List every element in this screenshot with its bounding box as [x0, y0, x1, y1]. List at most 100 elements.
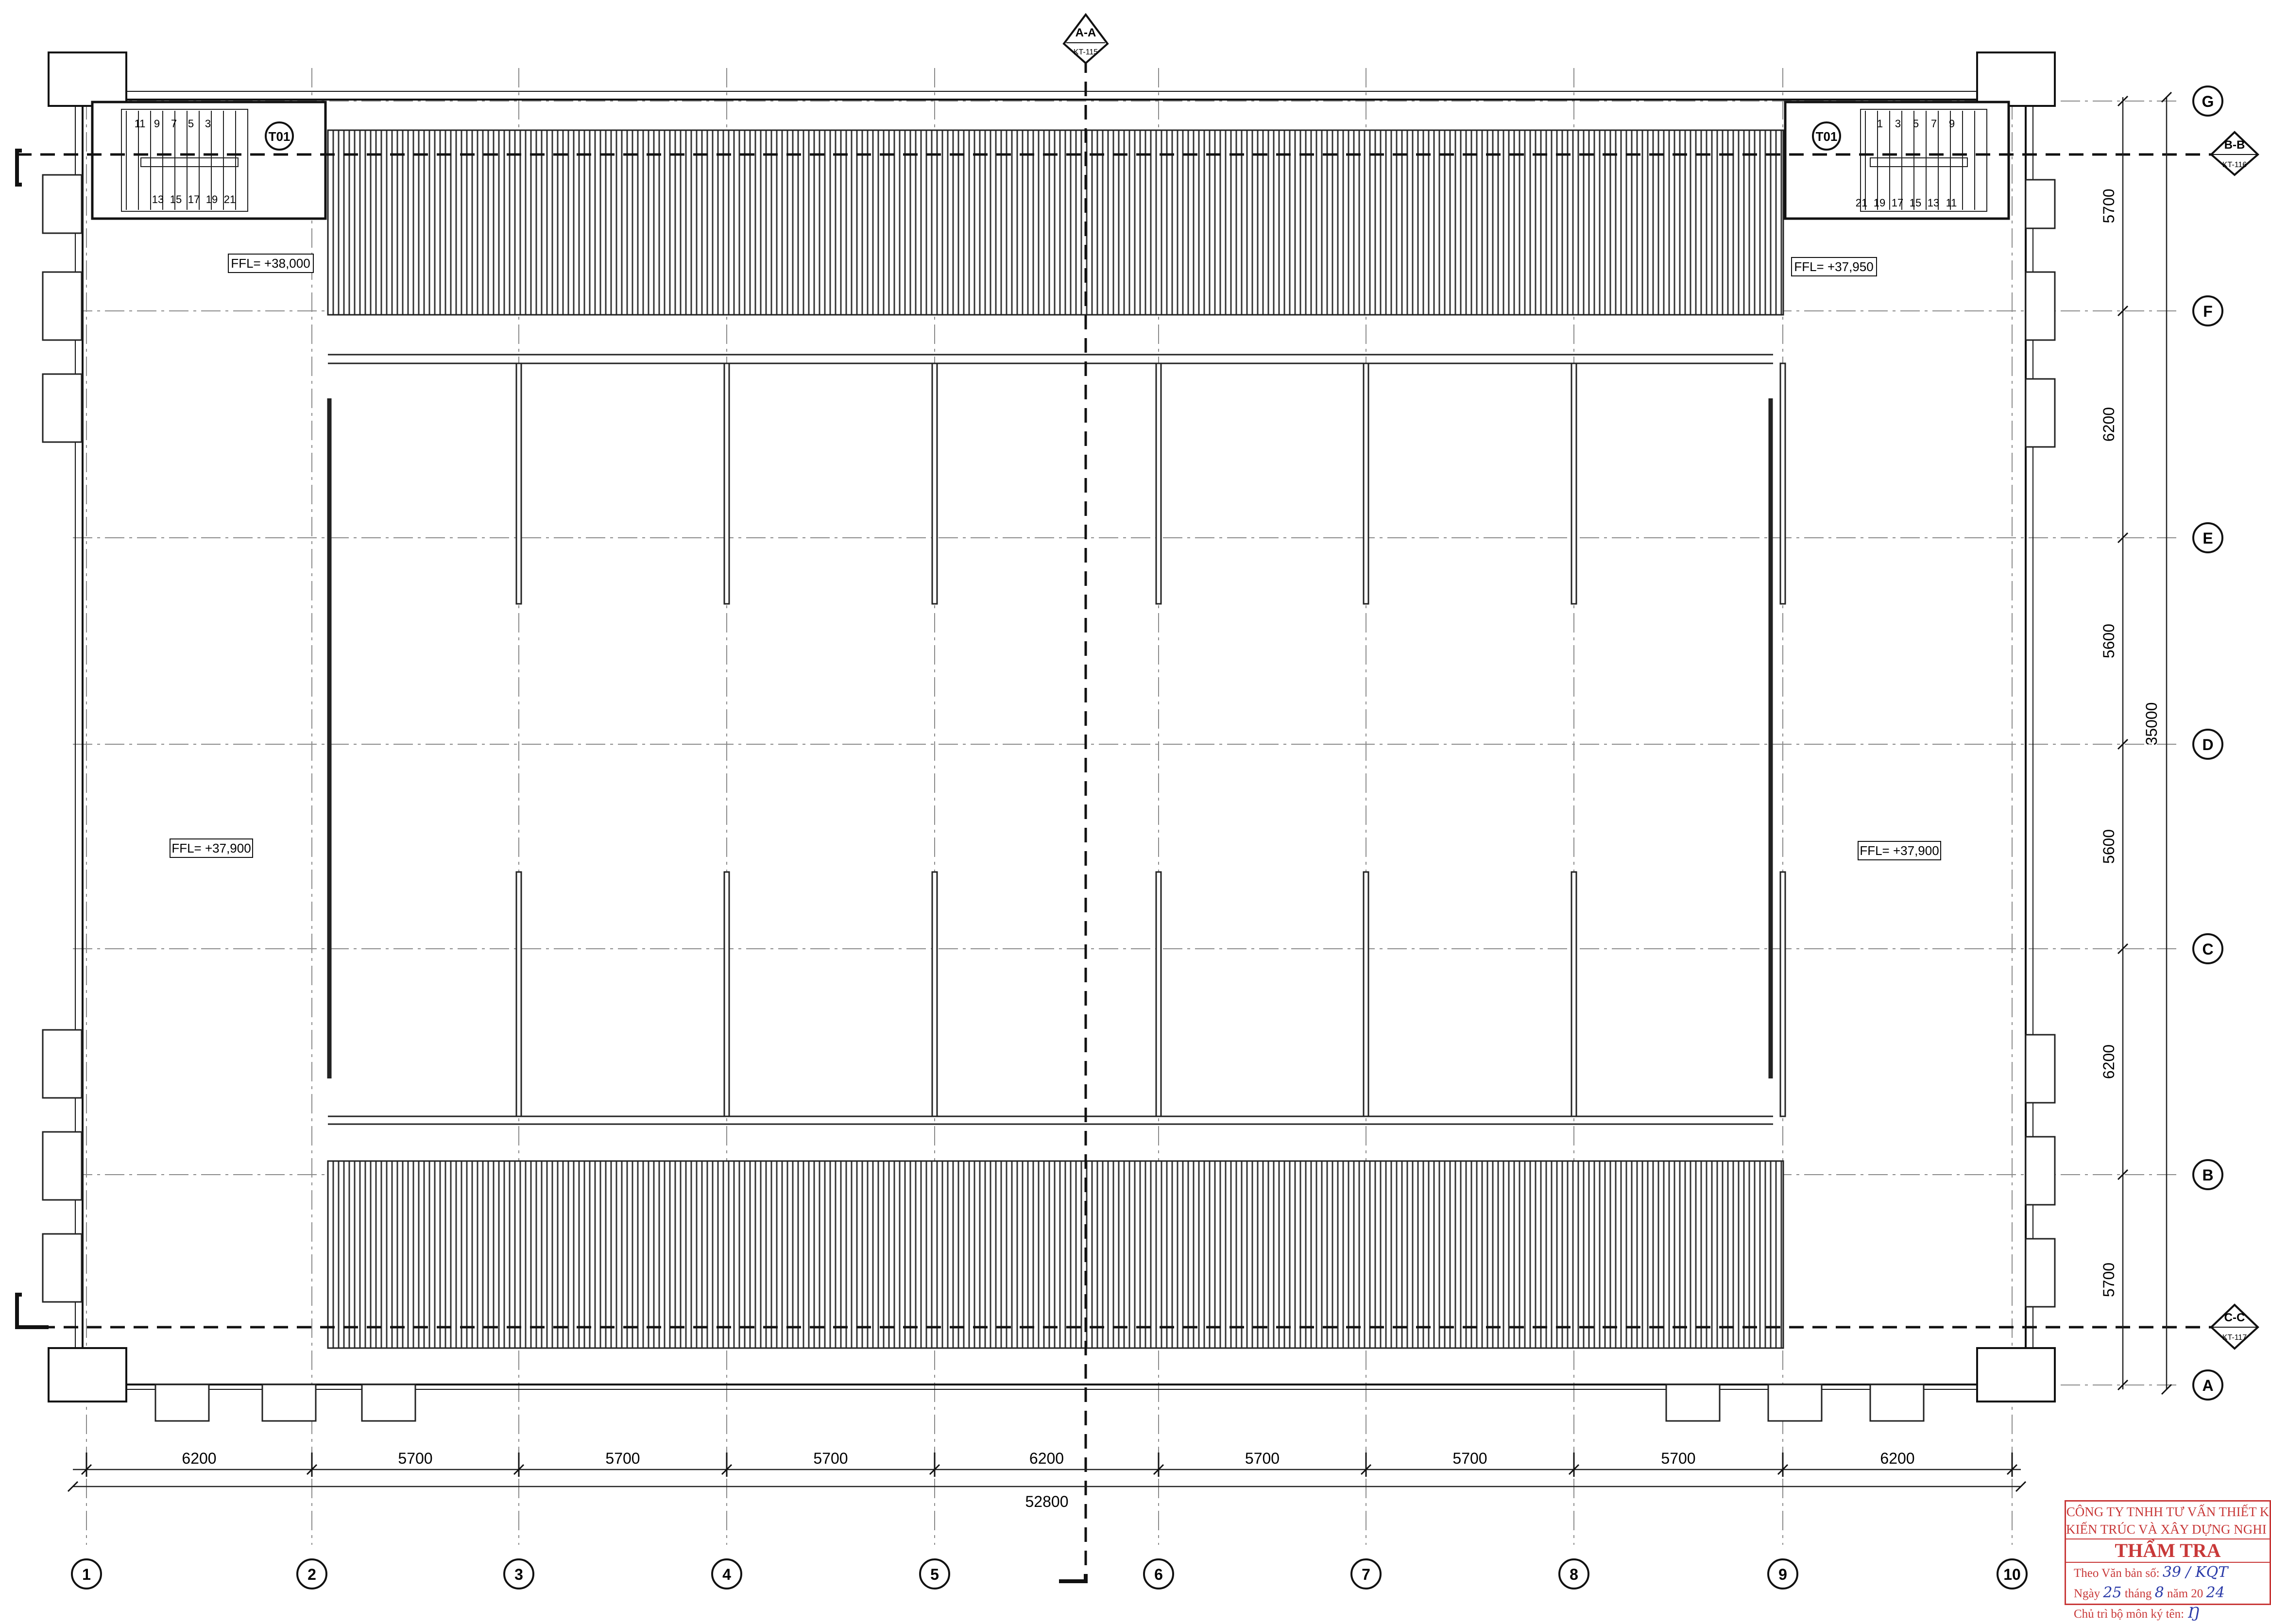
corner-columns: [48, 51, 2056, 1402]
section-lines: [17, 58, 2235, 1574]
stair-step-number: 7: [1931, 118, 1937, 130]
level-floor-left: FFL= +37,900: [171, 841, 251, 855]
grid-bubble-col: [1143, 1558, 1174, 1590]
stamp-title: THẨM TRA: [2066, 1539, 2270, 1563]
grid-bubble-row-label: A: [2202, 1377, 2213, 1394]
grid-bubble-col-label: 6: [1154, 1566, 1163, 1583]
dim-text-right: 5600: [2100, 829, 2117, 864]
stair-step-number: 15: [170, 193, 182, 205]
approval-stamp: CÔNG TY TNHH TƯ VẤN THIẾT K KIẾN TRÚC VÀ…: [2065, 1500, 2271, 1622]
stair-left: [91, 101, 327, 220]
section-marker-a: A-A KT-115: [1062, 13, 1109, 65]
dim-tick: [2117, 738, 2129, 750]
mullion-upper: [515, 362, 522, 605]
stair-right: [1784, 101, 2010, 220]
stair-step-number: 15: [1910, 197, 1921, 209]
grid-bubble-col-label: 2: [307, 1566, 316, 1583]
mullion-lower: [1779, 871, 1786, 1117]
grid-bubble-col-label: 1: [82, 1566, 91, 1583]
stamp-doc-value: 39 / KQT: [2162, 1564, 2228, 1581]
mullions: [515, 362, 1786, 1117]
grid-bubble-col-label: 8: [1570, 1566, 1578, 1583]
stamp-date-year-label: năm 20: [2167, 1587, 2203, 1600]
dim-text-right: 6200: [2100, 1044, 2117, 1079]
stamp-company-line1: CÔNG TY TNHH TƯ VẤN THIẾT K: [2066, 1504, 2270, 1519]
stair-tag-left: T01: [265, 121, 294, 151]
stamp-company-line2: KIẾN TRÚC VÀ XÂY DỰNG NGHI H: [2066, 1522, 2271, 1537]
mullion-upper: [931, 362, 938, 605]
grid-bubble-row: [2192, 522, 2223, 553]
dim-text-bottom: 5700: [813, 1450, 848, 1467]
mullion-upper: [1571, 362, 1577, 605]
grid-bubble-col-label: 9: [1778, 1566, 1787, 1583]
stamp-date-month-label: tháng: [2124, 1587, 2152, 1600]
grid-bubble-row: [2192, 729, 2223, 760]
grid-bubble-col: [1767, 1558, 1798, 1590]
grid-bubble-col-label: 7: [1362, 1566, 1370, 1583]
dim-text-right-total: 35000: [2143, 702, 2160, 746]
dim-text-bottom: 6200: [1029, 1450, 1064, 1467]
stair-step-number: 19: [206, 193, 218, 205]
stair-tag-right-label: T01: [1816, 129, 1838, 144]
stair-step-number: 9: [154, 118, 160, 130]
stair-step-number: 21: [1856, 197, 1867, 209]
stair-step-number: 21: [224, 193, 236, 205]
stair-step-number: 9: [1949, 118, 1955, 130]
grid-bubble-row: [2192, 85, 2223, 117]
stair-step-number: 17: [188, 193, 200, 205]
dim-text-bottom: 6200: [1880, 1450, 1914, 1467]
stair-step-number: 13: [152, 193, 164, 205]
dimension-texts: 6200 5700 5700 5700 6200 5700 5700 5700 6200 5280…: [182, 188, 2160, 1510]
dim-tick: [67, 1481, 79, 1492]
stair-step-number: 5: [188, 118, 194, 130]
dim-tick: [2161, 91, 2172, 103]
louver-band-top: [327, 129, 1784, 316]
stair-tag-right: T01: [1812, 121, 1841, 151]
mullion-lower: [1155, 871, 1162, 1117]
stair-step-number: 5: [1913, 118, 1919, 130]
grid-bubble-row-label: D: [2202, 736, 2213, 753]
mullion-lower: [515, 871, 522, 1117]
dim-tick: [2117, 1379, 2129, 1391]
dim-tick: [2117, 95, 2129, 107]
section-b-label: B-B: [2224, 138, 2245, 152]
central-frame: [327, 354, 1773, 1125]
grid-bubble-row-label: C: [2202, 940, 2213, 958]
dim-text-bottom: 5700: [1452, 1450, 1487, 1467]
stair-step-numbers: 11 9 7 5 313 15 17 19 211 3 5 7 921 19 17 15 13 11: [135, 118, 1957, 209]
grid-bubble-col: [1558, 1558, 1589, 1590]
section-c-ref: KT-117: [2222, 1333, 2247, 1342]
section-marker-c: C-C KT-117: [2210, 1303, 2259, 1350]
facade-panels: [42, 174, 2056, 1422]
grid-bubble-row: [2192, 1369, 2223, 1401]
stair-step-number: 11: [1946, 197, 1957, 209]
grid-bubble-row-label: B: [2202, 1166, 2213, 1184]
stair-step-number: 17: [1892, 197, 1903, 209]
dim-text-right: 5700: [2100, 188, 2117, 223]
grid-bubble-row-label: F: [2203, 303, 2213, 320]
grid-bubble-col: [503, 1558, 534, 1590]
dim-tick: [2117, 305, 2129, 317]
louver-band-bottom: [327, 1160, 1784, 1349]
section-b-ref: KT-116: [2222, 161, 2247, 169]
grid-bubble-col-label: 3: [514, 1566, 523, 1583]
grid-bubble-col-label: 4: [722, 1566, 731, 1583]
grid-bubble-col: [1997, 1558, 2028, 1590]
grid-bubble-col: [711, 1558, 742, 1590]
stamp-date-day: 25: [2103, 1584, 2122, 1601]
dim-text-bottom: 5700: [1245, 1450, 1280, 1467]
grid-bubble-row: [2192, 933, 2223, 964]
section-a-label: A-A: [1076, 26, 1096, 39]
stamp-doc-row: Theo Văn bản số: 39 / KQT: [2066, 1563, 2270, 1583]
dim-tick: [2117, 943, 2129, 955]
stamp-sign-label: Chủ trì bộ môn ký tên:: [2074, 1607, 2185, 1621]
stamp-date-row: Ngày 25 tháng 8 năm 20 24: [2066, 1583, 2270, 1604]
mullion-lower: [931, 871, 938, 1117]
stair-step-number: 19: [1874, 197, 1885, 209]
stamp-date-day-label: Ngày: [2074, 1587, 2100, 1600]
stair-tag-left-label: T01: [269, 129, 290, 144]
grid-bubble-row: [2192, 1159, 2223, 1190]
dim-text-bottom: 6200: [182, 1450, 216, 1467]
stair-step-number: 7: [171, 118, 177, 130]
